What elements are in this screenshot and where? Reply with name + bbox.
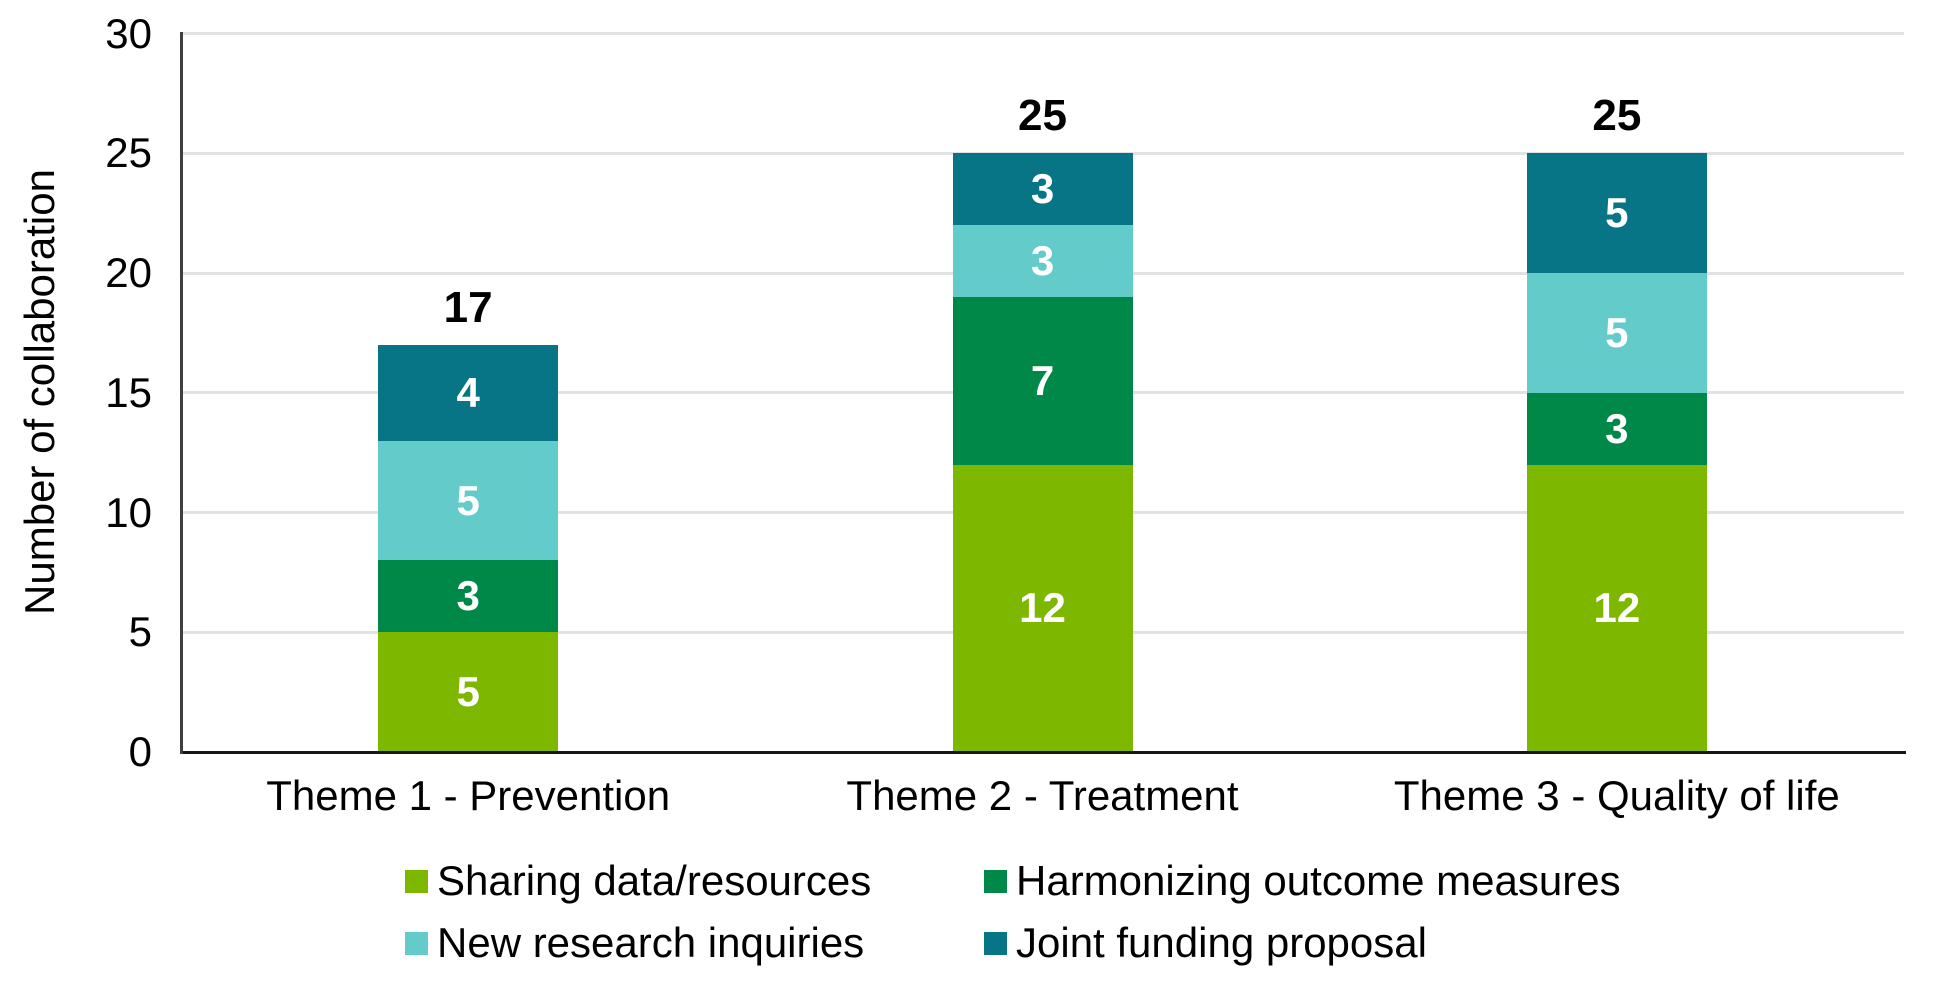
bar-segment-harmonizing-outcome-measures: 3 — [378, 560, 559, 633]
bar-segment-new-research-inquiries: 3 — [952, 225, 1133, 297]
legend-swatch-icon — [984, 869, 1007, 893]
bar-total-label: 17 — [443, 282, 493, 332]
bar-segment-harmonizing-outcome-measures: 3 — [1526, 392, 1707, 465]
y-tick-label-25: 25 — [105, 129, 152, 177]
bar-segment-sharing-data-resources: 5 — [378, 632, 559, 752]
x-category-label-2: Theme 2 - Treatment — [846, 772, 1239, 819]
x-category-label-1: Theme 1 - Prevention — [266, 772, 671, 819]
y-tick-label-20: 20 — [105, 249, 152, 296]
legend-label: New research inquiries — [437, 919, 865, 966]
legend-label: Joint funding proposal — [1016, 919, 1427, 966]
legend-swatch-icon — [405, 869, 428, 893]
segment-value-label: 5 — [456, 668, 480, 716]
segment-value-label: 5 — [456, 476, 480, 524]
segment-value-label: 12 — [1019, 584, 1066, 632]
legend-item-harmonizing-outcome-measures: Harmonizing outcome measures — [984, 857, 1621, 905]
segment-value-label: 5 — [1605, 189, 1629, 237]
bar-segment-sharing-data-resources: 12 — [952, 464, 1133, 752]
legend-item-sharing-data-resources: Sharing data/resources — [405, 857, 871, 905]
segment-value-label: 5 — [1605, 308, 1629, 356]
bar-segment-sharing-data-resources: 12 — [1526, 464, 1707, 752]
bar-total-label: 25 — [1018, 91, 1067, 141]
legend-item-new-research-inquiries: New research inquiries — [405, 919, 864, 967]
segment-value-label: 3 — [1030, 165, 1055, 213]
y-tick-label-30: 30 — [105, 9, 152, 57]
segment-value-label: 4 — [456, 368, 480, 416]
segment-value-label: 3 — [456, 572, 480, 620]
legend-item-joint-funding-proposal: Joint funding proposal — [984, 919, 1427, 967]
gridline-30 — [181, 32, 1904, 35]
y-tick-label-10: 10 — [105, 488, 152, 536]
bar-segment-harmonizing-outcome-measures: 7 — [952, 296, 1133, 465]
segment-value-label: 12 — [1593, 584, 1641, 632]
y-tick-label-15: 15 — [105, 368, 152, 416]
y-axis-title: Number of collaboration — [16, 169, 63, 615]
bar-segment-joint-funding-proposal: 4 — [378, 344, 559, 441]
segment-value-label: 3 — [1030, 237, 1055, 285]
x-axis-line — [179, 750, 1906, 754]
y-tick-label-0: 0 — [128, 728, 152, 775]
legend-swatch-icon — [405, 931, 428, 955]
bar-segment-new-research-inquiries: 5 — [378, 440, 559, 561]
segment-value-label: 3 — [1605, 404, 1629, 452]
legend-swatch-icon — [984, 931, 1007, 955]
bar-segment-new-research-inquiries: 5 — [1526, 273, 1707, 393]
y-axis-line — [179, 32, 183, 754]
bar-segment-joint-funding-proposal: 3 — [952, 153, 1133, 226]
y-tick-label-5: 5 — [128, 608, 152, 656]
legend-label: Sharing data/resources — [437, 857, 872, 904]
bar-total-label: 25 — [1592, 91, 1642, 141]
segment-value-label: 7 — [1030, 356, 1055, 404]
bar-segment-joint-funding-proposal: 5 — [1526, 153, 1707, 273]
x-category-label-3: Theme 3 - Quality of life — [1393, 772, 1840, 819]
legend-label: Harmonizing outcome measures — [1016, 857, 1621, 904]
